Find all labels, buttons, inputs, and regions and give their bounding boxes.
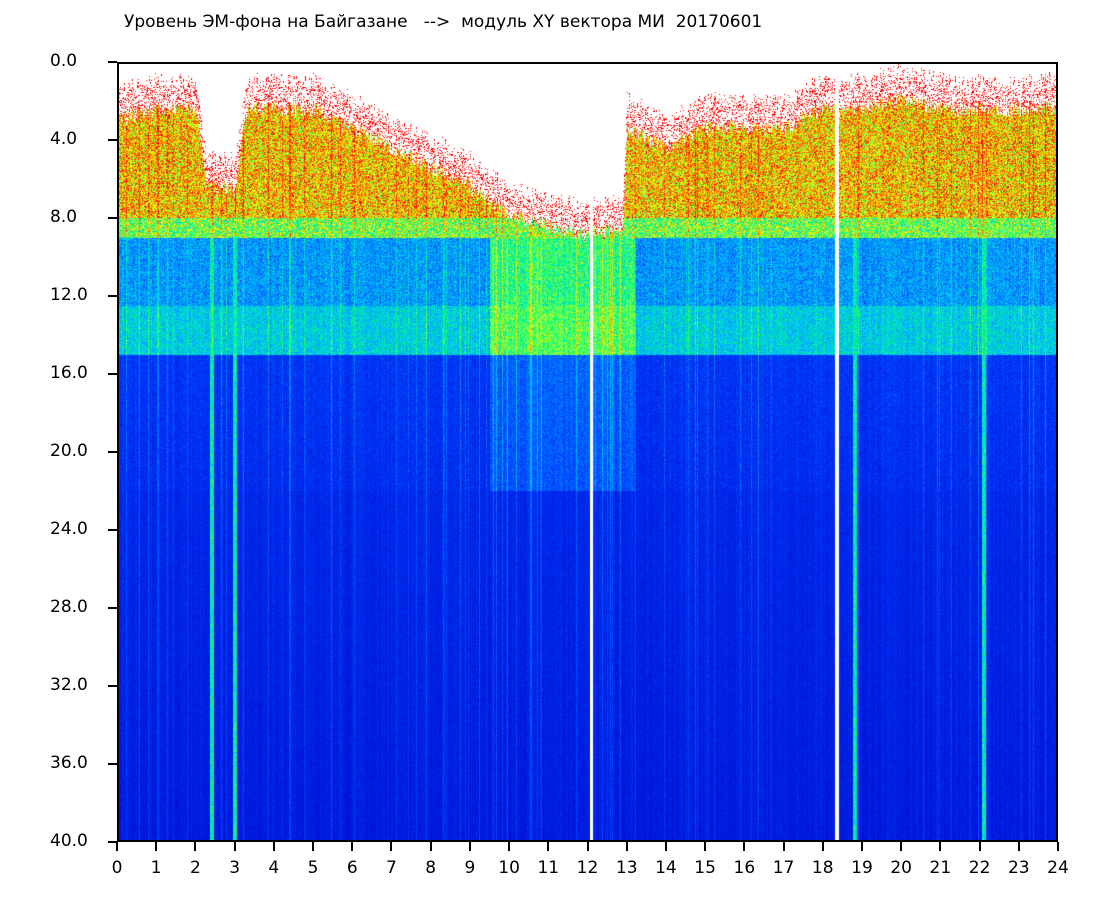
x-tick-label: 4 — [268, 858, 280, 878]
x-tick-label: 6 — [346, 858, 358, 878]
x-tick-label: 5 — [307, 858, 319, 878]
x-tick — [1017, 842, 1020, 851]
x-tick-label: 20 — [890, 858, 912, 878]
y-tick-label: 40.0 — [50, 831, 88, 851]
y-tick-label: 32.0 — [50, 675, 88, 695]
x-tick-label: 12 — [576, 858, 599, 878]
x-tick — [978, 842, 981, 851]
x-tick — [547, 842, 550, 851]
y-tick — [108, 607, 117, 609]
y-tick-label: 0.0 — [50, 51, 78, 71]
y-tick — [108, 685, 117, 687]
x-tick — [900, 842, 903, 851]
x-tick — [586, 842, 589, 851]
x-tick — [312, 842, 315, 851]
x-tick — [939, 842, 942, 851]
x-tick-label: 11 — [537, 858, 560, 878]
y-tick — [108, 61, 117, 63]
x-tick — [625, 842, 628, 851]
x-tick — [743, 842, 746, 851]
y-tick — [108, 763, 117, 765]
heatmap-canvas — [117, 62, 1058, 842]
x-tick-label: 18 — [811, 858, 834, 878]
y-tick-label: 12.0 — [50, 285, 88, 305]
x-tick — [272, 842, 275, 851]
x-tick — [429, 842, 432, 851]
x-tick-label: 22 — [968, 858, 991, 878]
x-tick — [390, 842, 393, 851]
x-tick-label: 14 — [655, 858, 677, 878]
x-tick-label: 15 — [694, 858, 716, 878]
x-tick — [664, 842, 667, 851]
y-tick-label: 36.0 — [50, 753, 88, 773]
x-tick-label: 21 — [929, 858, 952, 878]
x-tick-label: 13 — [615, 858, 638, 878]
y-tick — [108, 451, 117, 453]
x-tick-label: 16 — [733, 858, 756, 878]
x-tick-label: 3 — [229, 858, 241, 878]
x-tick — [860, 842, 863, 851]
x-tick — [155, 842, 158, 851]
x-tick — [821, 842, 824, 851]
x-tick — [233, 842, 236, 851]
x-tick-label: 23 — [1007, 858, 1030, 878]
y-tick-label: 28.0 — [50, 597, 88, 617]
x-tick-label: 0 — [111, 858, 123, 878]
x-tick-label: 9 — [464, 858, 476, 878]
y-tick-label: 20.0 — [50, 441, 88, 461]
x-tick — [194, 842, 197, 851]
x-tick-label: 10 — [498, 858, 520, 878]
y-tick — [108, 529, 117, 531]
x-tick-label: 2 — [189, 858, 201, 878]
x-tick-label: 7 — [386, 858, 397, 878]
y-tick-label: 8.0 — [50, 207, 78, 227]
x-tick-label: 8 — [425, 858, 437, 878]
y-tick — [108, 139, 117, 141]
y-tick-label: 24.0 — [50, 519, 88, 539]
chart-title: Уровень ЭМ-фона на Байгазане --> модуль … — [124, 12, 763, 32]
y-tick-label: 4.0 — [50, 129, 78, 149]
y-tick-label: 16.0 — [50, 363, 88, 383]
x-tick — [508, 842, 511, 851]
y-tick — [108, 295, 117, 297]
x-tick — [116, 842, 118, 851]
x-tick — [782, 842, 785, 851]
x-tick-label: 24 — [1047, 858, 1069, 878]
y-tick — [108, 841, 117, 843]
x-tick — [704, 842, 707, 851]
y-tick — [108, 373, 117, 375]
x-tick-label: 17 — [772, 858, 795, 878]
x-tick-label: 19 — [851, 858, 873, 878]
x-tick — [468, 842, 471, 851]
plot-frame — [117, 62, 1058, 842]
x-tick — [1057, 842, 1059, 851]
x-tick-label: 1 — [150, 858, 162, 878]
x-tick — [351, 842, 354, 851]
y-tick — [108, 217, 117, 219]
